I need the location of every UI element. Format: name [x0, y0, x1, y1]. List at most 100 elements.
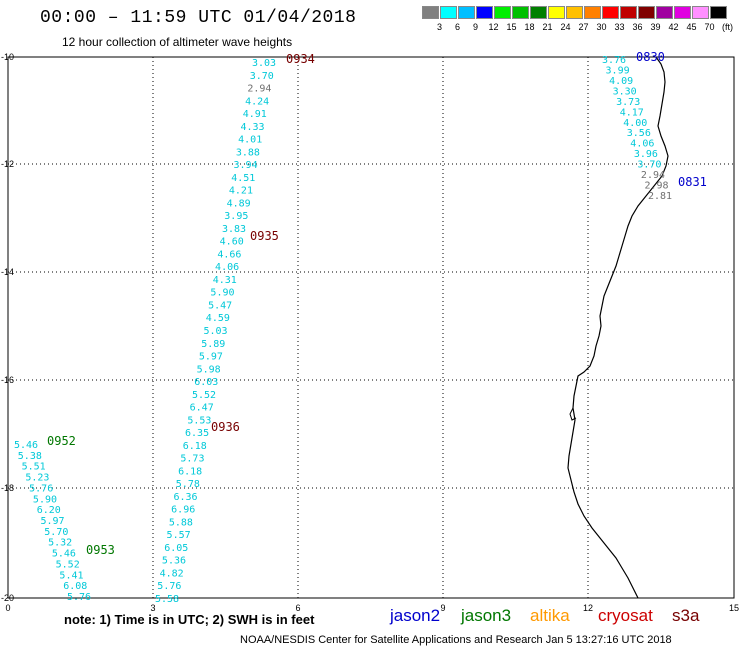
scale-swatch — [458, 6, 475, 19]
wave-height-value: 4.82 — [160, 568, 184, 579]
wave-height-value: 5.90 — [210, 288, 234, 299]
wave-height-value: 5.53 — [187, 415, 211, 426]
wave-height-value: 5.46 — [52, 549, 76, 560]
wave-height-value: 2.94 — [247, 84, 271, 95]
credit-line: NOAA/NESDIS Center for Satellite Applica… — [240, 634, 672, 646]
scale-label: 15 — [506, 22, 517, 32]
wave-height-value: 3.94 — [234, 160, 258, 171]
y-tick-label: -16 — [1, 375, 14, 385]
coastline — [567, 56, 669, 599]
wave-height-value: 2.94 — [641, 170, 665, 181]
wave-height-value: 5.38 — [18, 451, 42, 462]
wave-height-value: 2.81 — [648, 191, 672, 202]
scale-label: 36 — [632, 22, 643, 32]
footnote: note: 1) Time is in UTC; 2) SWH is in fe… — [64, 612, 315, 627]
wave-height-value: 6.03 — [194, 377, 218, 388]
legend-jason2: jason2 — [390, 606, 441, 625]
wave-height-value: 5.46 — [14, 440, 38, 451]
map-title: 00:00 – 11:59 UTC 01/04/2018 — [40, 8, 357, 28]
wave-height-value: 3.96 — [634, 149, 658, 160]
y-tick-label: -20 — [1, 593, 14, 603]
wave-height-value: 4.00 — [623, 118, 647, 129]
x-tick-label: 3 — [150, 603, 155, 613]
wave-height-value: 6.05 — [164, 543, 188, 554]
wave-height-value: 5.89 — [201, 339, 225, 350]
coastline-inlet — [569, 407, 577, 421]
pass-time-label: 0936 — [211, 420, 240, 434]
wave-height-value: 3.70 — [637, 160, 661, 171]
scale-label: 18 — [524, 22, 535, 32]
map-frame — [7, 56, 735, 599]
x-tick-label: 6 — [295, 603, 300, 613]
wave-height-value: 5.90 — [33, 494, 57, 505]
pass-time-label: 0935 — [250, 229, 279, 243]
pass-time-label: 0934 — [286, 52, 315, 66]
wave-height-value: 4.31 — [213, 275, 237, 286]
scale-label: 21 — [542, 22, 553, 32]
axis-ticks: 0 3 6 9 12 15 -10 -12 -14 -16 -18 -20 — [1, 52, 739, 613]
pass-time-labels: 0934 0935 0936 0830 0831 0952 0953 — [47, 50, 707, 557]
y-tick-label: -12 — [1, 159, 14, 169]
wave-height-value: 3.30 — [613, 86, 637, 97]
wave-height-value: 4.59 — [206, 313, 230, 324]
wave-height-value: 4.33 — [240, 122, 264, 133]
wave-height-value: 3.83 — [222, 224, 246, 235]
wave-height-value: 5.76 — [67, 592, 91, 603]
wave-height-value: 4.01 — [238, 135, 262, 146]
pass-time-label: 0831 — [678, 175, 707, 189]
wave-height-value: 4.66 — [217, 249, 241, 260]
wave-height-value: 5.36 — [162, 556, 186, 567]
wave-height-value: 5.70 — [44, 527, 68, 538]
x-tick-label: 15 — [729, 603, 739, 613]
scale-label: 39 — [650, 22, 661, 32]
wave-height-value: 4.51 — [231, 173, 255, 184]
scale-swatch — [530, 6, 547, 19]
wave-height-value: 5.23 — [25, 473, 49, 484]
wave-height-value: 6.08 — [63, 581, 87, 592]
scale-label: 42 — [668, 22, 679, 32]
pass-time-label: 0952 — [47, 434, 76, 448]
legend-jason3: jason3 — [461, 606, 512, 625]
wave-height-value: 5.47 — [208, 300, 232, 311]
wave-height-value: 5.57 — [167, 530, 191, 541]
wave-height-tracks: 3.033.702.944.244.914.334.013.883.944.51… — [14, 55, 672, 605]
wave-height-value: 3.95 — [224, 211, 248, 222]
scale-swatch — [602, 6, 619, 19]
wave-height-value: 5.32 — [48, 538, 72, 549]
map-subtitle: 12 hour collection of altimeter wave hei… — [62, 35, 293, 49]
wave-height-value: 5.52 — [56, 559, 80, 570]
wave-height-value: 5.88 — [169, 517, 193, 528]
y-tick-label: -18 — [1, 483, 14, 493]
scale-swatch — [548, 6, 565, 19]
wave-height-value: 5.73 — [180, 454, 204, 465]
scale-swatch — [656, 6, 673, 19]
wave-height-value: 3.03 — [252, 58, 276, 69]
scale-label: 30 — [596, 22, 607, 32]
pass-time-label: 0953 — [86, 543, 115, 557]
scale-swatch — [710, 6, 727, 19]
wave-height-value: 5.76 — [29, 483, 53, 494]
wave-height-value: 5.03 — [204, 326, 228, 337]
wave-height-value: 6.47 — [190, 403, 214, 414]
wave-height-value: 3.70 — [250, 71, 274, 82]
wave-height-value: 2.98 — [644, 181, 668, 192]
scale-swatch — [440, 6, 457, 19]
wave-height-value: 4.17 — [620, 107, 644, 118]
x-tick-label: 9 — [440, 603, 445, 613]
scale-swatch — [692, 6, 709, 19]
scale-swatch — [422, 6, 439, 19]
scale-swatch — [512, 6, 529, 19]
wave-height-value: 4.06 — [630, 139, 654, 150]
wave-height-value: 5.58 — [155, 594, 179, 605]
legend-s3a: s3a — [672, 606, 700, 625]
legend-altika: altika — [530, 606, 570, 625]
scale-label: 12 — [488, 22, 499, 32]
wave-height-value: 4.21 — [229, 186, 253, 197]
scale-swatch — [638, 6, 655, 19]
map-grid — [8, 57, 734, 598]
wave-height-value: 4.89 — [227, 198, 251, 209]
wave-height-value: 5.41 — [59, 570, 83, 581]
wave-height-value: 6.18 — [183, 441, 207, 452]
wave-height-value: 3.76 — [602, 55, 626, 66]
